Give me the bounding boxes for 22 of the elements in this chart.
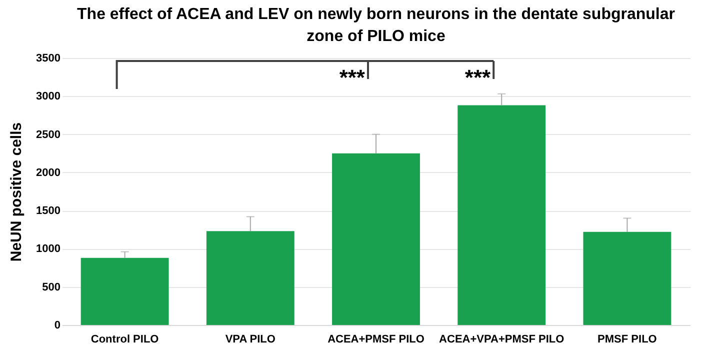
y-tick-label: 500 — [42, 281, 60, 294]
y-tick-label: 0 — [54, 320, 60, 332]
y-tick-label: 1500 — [36, 205, 60, 218]
y-tick-label: 3000 — [36, 90, 60, 103]
bar — [206, 231, 294, 325]
bar — [583, 232, 672, 325]
x-tick-label: ACEA+VPA+PMSF PILO — [439, 334, 565, 346]
y-tick-label: 2500 — [36, 128, 60, 141]
y-tick-label: 2000 — [36, 166, 60, 179]
chart-title: The effect of ACEA and LEV on newly born neurons in the dentate subgranular zone of PILO mice — [77, 6, 675, 45]
bar — [80, 258, 169, 325]
x-tick-label: Control PILO — [90, 334, 160, 346]
x-tick-label: PMSF PILO — [598, 334, 658, 346]
bar — [458, 105, 546, 325]
x-tick-label: VPA PILO — [225, 334, 276, 346]
annotation: *** — [464, 65, 492, 90]
x-tick-label: ACEA+PMSF PILO — [328, 334, 425, 346]
y-axis-title: NeUN positive cells — [8, 122, 26, 262]
bar — [332, 153, 420, 325]
annotation: *** — [339, 65, 366, 90]
y-tick-label: 1000 — [36, 243, 60, 256]
y-tick-label: 3500 — [36, 52, 60, 64]
